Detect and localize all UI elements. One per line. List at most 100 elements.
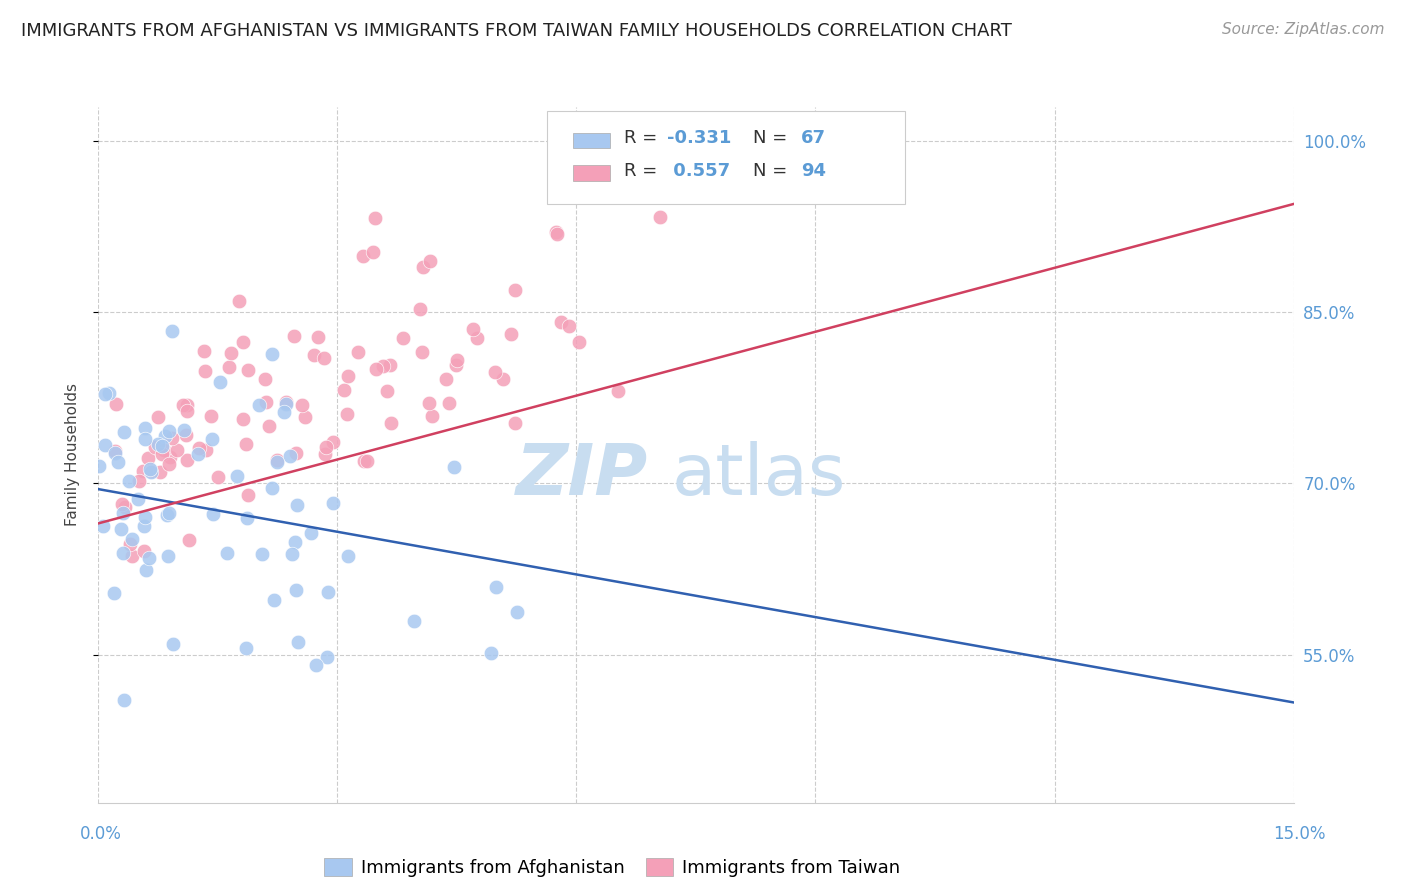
Point: [150, 439, 173, 453]
Point: [437, 396, 460, 410]
Point: [546, 225, 568, 239]
Text: N =: N =: [754, 129, 793, 147]
Y-axis label: Family Households: Family Households: [65, 384, 80, 526]
Point: [150, 447, 173, 461]
Point: [307, 330, 329, 344]
Point: [253, 372, 276, 386]
Point: [128, 474, 150, 488]
Point: [284, 582, 307, 597]
Point: [263, 593, 285, 607]
Point: [481, 646, 503, 660]
Point: [134, 509, 156, 524]
Point: [174, 428, 197, 442]
Point: [215, 545, 238, 559]
Point: [232, 335, 254, 350]
Text: IMMIGRANTS FROM AFGHANISTAN VS IMMIGRANTS FROM TAIWAN FAMILY HOUSEHOLDS CORRELAT: IMMIGRANTS FROM AFGHANISTAN VS IMMIGRANT…: [21, 22, 1012, 40]
Point: [134, 433, 156, 447]
Point: [499, 327, 522, 342]
Point: [112, 425, 135, 440]
Point: [266, 453, 288, 467]
Point: [434, 372, 457, 386]
Point: [322, 434, 344, 449]
Point: [176, 404, 198, 418]
Point: [110, 522, 132, 536]
Text: atlas: atlas: [672, 442, 846, 510]
Point: [420, 409, 443, 423]
Point: [419, 254, 441, 268]
Point: [153, 429, 176, 443]
Point: [375, 384, 398, 398]
Point: [201, 432, 224, 446]
Point: [491, 372, 513, 386]
Point: [152, 442, 174, 457]
Legend: Immigrants from Afghanistan, Immigrants from Taiwan: Immigrants from Afghanistan, Immigrants …: [318, 850, 907, 884]
Point: [120, 537, 142, 551]
Point: [322, 496, 344, 510]
Point: [287, 635, 309, 649]
Point: [266, 455, 288, 469]
Point: [157, 506, 180, 520]
Point: [112, 506, 135, 520]
Point: [302, 348, 325, 362]
Point: [172, 398, 194, 412]
Point: [276, 397, 298, 411]
Point: [93, 386, 115, 401]
Point: [118, 474, 141, 488]
Bar: [572, 166, 610, 181]
Text: -0.331: -0.331: [666, 129, 731, 147]
Point: [484, 365, 506, 379]
Point: [316, 585, 339, 599]
Point: [281, 547, 304, 561]
Point: [112, 693, 135, 707]
Point: [179, 533, 201, 547]
Point: [121, 549, 143, 563]
Point: [273, 405, 295, 419]
Point: [134, 421, 156, 435]
Point: [364, 211, 387, 225]
Point: [291, 399, 314, 413]
Point: [121, 532, 143, 546]
Point: [176, 398, 198, 412]
Point: [209, 375, 232, 389]
Point: [250, 547, 273, 561]
Point: [226, 469, 249, 483]
Point: [305, 658, 328, 673]
Point: [352, 249, 374, 263]
Point: [558, 318, 581, 333]
Point: [408, 301, 430, 316]
Point: [132, 464, 155, 478]
Point: [176, 453, 198, 467]
Point: [127, 492, 149, 507]
Point: [503, 284, 526, 298]
Point: [207, 470, 229, 484]
Point: [411, 345, 433, 359]
Point: [485, 580, 508, 594]
Point: [98, 386, 121, 401]
Point: [156, 549, 179, 563]
Bar: [572, 133, 610, 148]
Point: [257, 418, 280, 433]
Point: [193, 344, 215, 359]
Point: [135, 563, 157, 577]
Point: [202, 508, 225, 522]
Point: [236, 488, 259, 502]
Point: [89, 458, 111, 473]
Point: [94, 438, 117, 452]
Point: [139, 465, 162, 479]
Point: [607, 384, 630, 398]
Point: [361, 245, 384, 260]
Point: [149, 465, 172, 479]
Point: [444, 358, 467, 372]
Point: [506, 605, 529, 619]
Point: [391, 331, 413, 345]
Point: [111, 496, 134, 510]
Point: [235, 511, 257, 525]
Point: [550, 315, 572, 329]
Point: [139, 461, 162, 475]
Point: [162, 637, 184, 651]
Point: [146, 409, 169, 424]
Point: [249, 399, 271, 413]
Point: [260, 347, 283, 361]
Text: 0.557: 0.557: [666, 162, 730, 180]
Point: [187, 442, 209, 456]
